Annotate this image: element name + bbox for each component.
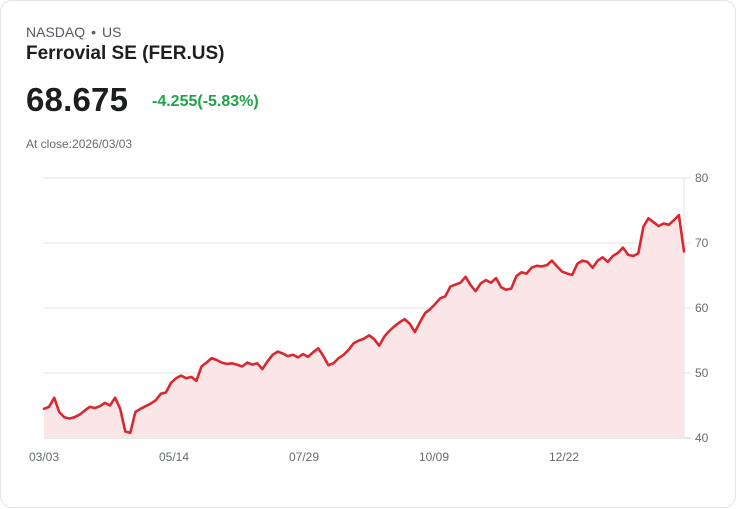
exchange-line: NASDAQ • US (26, 24, 121, 40)
price-change: -4.255(-5.83%) (152, 93, 259, 110)
price-line (42, 213, 686, 435)
y-axis: 80 70 60 50 40 (695, 171, 709, 445)
x-tick-label: 05/14 (159, 450, 189, 464)
x-tick-label: 07/29 (289, 450, 319, 464)
current-price: 68.675 (26, 81, 129, 118)
separator-dot: • (91, 24, 97, 40)
x-axis: 03/03 05/14 07/29 10/09 12/22 (29, 450, 579, 464)
y-tick-label: 70 (695, 236, 709, 250)
region: US (102, 24, 122, 40)
price-area-fill (44, 215, 684, 438)
exchange-name: NASDAQ (26, 24, 86, 40)
y-tick-label: 50 (695, 366, 709, 380)
y-tick-label: 60 (695, 301, 709, 315)
close-time: At close:2026/03/03 (26, 137, 133, 151)
x-tick-label: 12/22 (549, 450, 579, 464)
y-tick-label: 40 (695, 431, 709, 445)
x-tick-label: 10/09 (419, 450, 449, 464)
x-tick-label: 03/03 (29, 450, 59, 464)
y-tick-label: 80 (695, 171, 709, 185)
stock-title: Ferrovial SE (FER.US) (26, 43, 225, 64)
